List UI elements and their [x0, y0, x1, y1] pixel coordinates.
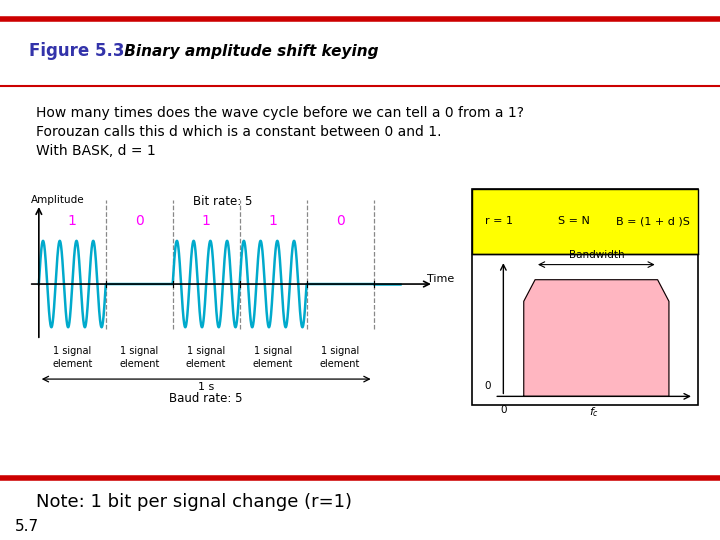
- Text: 0: 0: [336, 214, 344, 228]
- Text: Amplitude: Amplitude: [30, 195, 84, 205]
- Text: 1 signal: 1 signal: [187, 346, 225, 356]
- Text: 0: 0: [485, 381, 491, 390]
- Text: r = 1: r = 1: [485, 217, 513, 226]
- Text: 1 signal: 1 signal: [53, 346, 91, 356]
- Text: 1 signal: 1 signal: [321, 346, 359, 356]
- Text: 0: 0: [500, 405, 507, 415]
- Text: B = (1 + d )S: B = (1 + d )S: [616, 217, 690, 226]
- Text: element: element: [320, 359, 360, 369]
- Bar: [472, 189, 698, 254]
- Text: Note: 1 bit per signal change (r=1): Note: 1 bit per signal change (r=1): [36, 493, 352, 511]
- Text: 1 signal: 1 signal: [120, 346, 158, 356]
- Text: 0: 0: [135, 214, 143, 228]
- Text: 1 s: 1 s: [198, 382, 215, 392]
- Polygon shape: [523, 280, 669, 396]
- Text: 1: 1: [202, 214, 211, 228]
- Text: 5.7: 5.7: [14, 519, 39, 534]
- Text: 1: 1: [269, 214, 277, 228]
- Text: Binary amplitude shift keying: Binary amplitude shift keying: [119, 44, 378, 59]
- Text: element: element: [253, 359, 293, 369]
- Text: element: element: [52, 359, 92, 369]
- Text: Baud rate: 5: Baud rate: 5: [169, 392, 243, 405]
- Text: $f_c$: $f_c$: [589, 405, 599, 419]
- Text: element: element: [186, 359, 226, 369]
- Text: S = N: S = N: [558, 217, 590, 226]
- Text: 1 signal: 1 signal: [254, 346, 292, 356]
- Text: Figure 5.3: Figure 5.3: [29, 42, 125, 60]
- Text: Time: Time: [427, 274, 454, 284]
- Text: How many times does the wave cycle before we can tell a 0 from a 1?: How many times does the wave cycle befor…: [36, 106, 524, 120]
- Text: element: element: [119, 359, 159, 369]
- Text: Forouzan calls this d which is a constant between 0 and 1.: Forouzan calls this d which is a constan…: [36, 125, 441, 139]
- Text: 1: 1: [68, 214, 77, 228]
- Text: Bit rate: 5: Bit rate: 5: [193, 195, 253, 208]
- Text: With BASK, d = 1: With BASK, d = 1: [36, 144, 156, 158]
- Text: Bandwidth: Bandwidth: [569, 250, 624, 260]
